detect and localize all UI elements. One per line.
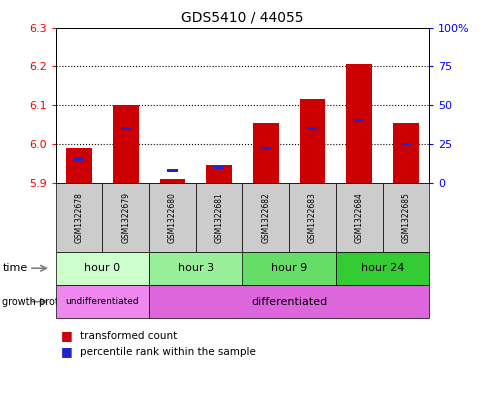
Text: ■: ■ [60,345,72,358]
Bar [299,99,325,183]
Text: GSM1322678: GSM1322678 [75,192,83,242]
Bar [113,105,138,183]
Text: GSM1322683: GSM1322683 [307,192,317,242]
Text: growth protocol: growth protocol [2,297,79,307]
Bar [307,127,317,130]
Bar [167,169,177,172]
Bar [253,123,278,183]
Text: GSM1322684: GSM1322684 [354,192,363,242]
Text: transformed count: transformed count [80,331,177,341]
Text: percentile rank within the sample: percentile rank within the sample [80,347,256,357]
Bar [121,127,131,130]
Bar [392,123,418,183]
Bar [206,165,231,183]
Text: undifferentiated: undifferentiated [65,297,139,306]
Text: GSM1322679: GSM1322679 [121,192,130,242]
Bar [346,64,371,183]
Title: GDS5410 / 44055: GDS5410 / 44055 [181,11,303,25]
Text: differentiated: differentiated [251,297,327,307]
Bar [159,179,185,183]
Bar [400,143,410,145]
Text: GSM1322680: GSM1322680 [167,192,177,242]
Bar [74,158,84,161]
Text: hour 9: hour 9 [271,263,307,273]
Bar [353,119,363,122]
Text: GSM1322681: GSM1322681 [214,192,223,242]
Bar [66,148,92,183]
Text: hour 3: hour 3 [178,263,213,273]
Text: hour 0: hour 0 [84,263,120,273]
Text: ■: ■ [60,329,72,343]
Text: GSM1322685: GSM1322685 [401,192,409,242]
Text: time: time [2,263,28,273]
Bar [213,166,224,169]
Bar [260,147,271,150]
Text: hour 24: hour 24 [360,263,403,273]
Text: GSM1322682: GSM1322682 [261,192,270,242]
